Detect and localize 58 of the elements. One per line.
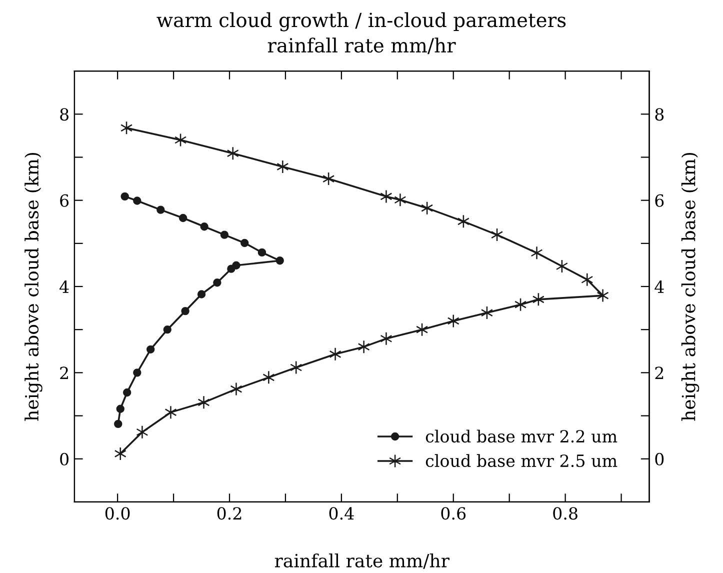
point <box>114 446 126 461</box>
point <box>133 196 142 205</box>
point <box>178 214 188 222</box>
point <box>447 314 460 328</box>
point <box>146 345 155 354</box>
point <box>240 238 249 248</box>
point <box>226 146 239 160</box>
chart-subtitle: rainfall rate mm/hr <box>268 38 456 54</box>
y-tick-label: 4 <box>60 280 69 293</box>
point <box>581 272 594 286</box>
point <box>329 347 342 362</box>
point <box>120 192 129 201</box>
point <box>358 340 370 354</box>
x-tick-label: 0.6 <box>441 507 466 520</box>
point <box>122 388 132 397</box>
y-tick-label: 8 <box>60 108 68 121</box>
x-tick-label: 0.0 <box>105 507 130 520</box>
point <box>530 246 543 260</box>
y2-tick-label: 4 <box>654 280 664 293</box>
x-tick-label: 0.2 <box>217 507 242 520</box>
y2-tick-label: 2 <box>655 366 664 380</box>
point <box>163 325 172 334</box>
y2-axis-title: height above cloud base (km) <box>681 152 700 421</box>
point <box>230 382 242 396</box>
point <box>276 256 284 265</box>
point <box>258 248 266 257</box>
point <box>200 222 208 231</box>
point <box>596 288 609 302</box>
point <box>380 332 392 346</box>
point <box>114 420 122 428</box>
point <box>380 190 392 204</box>
point <box>133 368 142 377</box>
x-tick-label: 0.8 <box>553 507 578 520</box>
x-tick-label: 0.4 <box>329 507 354 520</box>
point <box>181 306 190 316</box>
y-tick-label: 6 <box>60 194 69 207</box>
y2-tick-label: 8 <box>655 108 664 121</box>
point <box>232 261 240 270</box>
y2-tick-label: 6 <box>655 194 664 207</box>
chart-title: warm cloud growth / in-cloud parameters <box>156 12 566 32</box>
point <box>197 290 206 298</box>
point <box>262 370 275 384</box>
x-axis-title: rainfall rate mm/hr <box>274 553 450 569</box>
point <box>156 206 165 214</box>
y2-tick-label: 0 <box>655 452 664 466</box>
point <box>213 278 222 287</box>
legend-label: cloud base mvr 2.2 um <box>426 430 618 443</box>
point <box>164 405 177 420</box>
point <box>136 425 148 440</box>
point <box>276 160 289 174</box>
point <box>220 230 229 239</box>
legend-label: cloud base mvr 2.5 um <box>426 454 618 468</box>
point <box>394 193 406 207</box>
point <box>116 404 124 413</box>
y-axis-title: height above cloud base (km) <box>24 152 42 421</box>
y-tick-label: 0 <box>60 452 68 466</box>
point <box>198 396 210 410</box>
y-tick-label: 2 <box>60 366 68 380</box>
